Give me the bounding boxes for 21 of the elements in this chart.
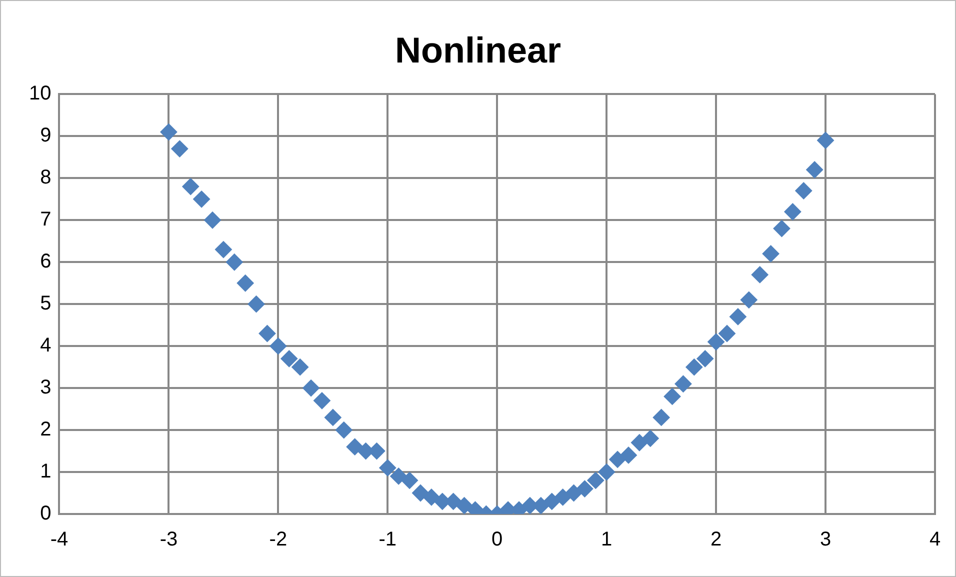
y-tick-label: 2 [40, 418, 52, 441]
x-tick-label: 3 [820, 528, 832, 551]
x-tick-label: 1 [601, 528, 612, 551]
y-tick-label: 9 [40, 124, 52, 147]
x-tick-label: 0 [492, 528, 503, 551]
x-tick-label: -2 [269, 528, 288, 551]
y-tick-label: 7 [40, 208, 52, 231]
x-tick-label: -4 [50, 528, 68, 551]
chart-title: Nonlinear [394, 30, 562, 71]
y-tick-label: 5 [40, 292, 52, 315]
y-tick-label: 3 [40, 376, 52, 399]
y-tick-label: 8 [40, 166, 52, 189]
y-tick-label: 10 [28, 82, 52, 105]
x-tick-label: -3 [160, 528, 178, 551]
y-tick-label: 1 [40, 460, 52, 483]
x-tick-label: -1 [378, 528, 397, 551]
x-tick-label: 2 [710, 528, 722, 551]
x-tick-label: 4 [929, 528, 941, 551]
y-tick-label: 6 [40, 250, 52, 273]
y-tick-label: 4 [40, 334, 52, 357]
y-tick-label: 0 [40, 502, 52, 525]
